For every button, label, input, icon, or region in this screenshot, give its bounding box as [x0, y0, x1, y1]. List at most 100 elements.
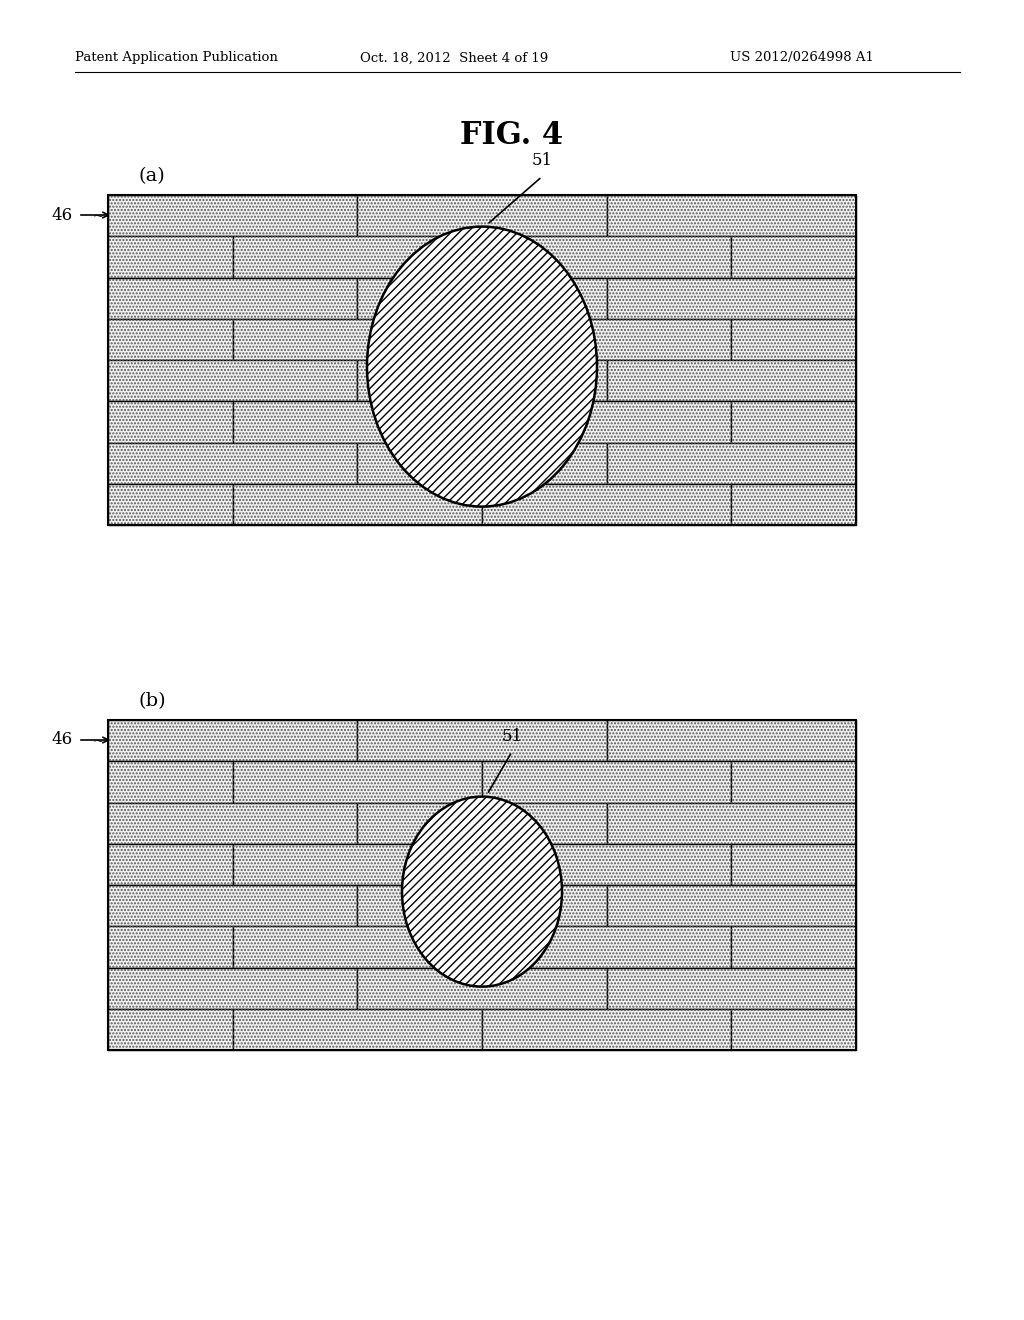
- Bar: [232, 236, 482, 277]
- Bar: [482, 843, 731, 884]
- Bar: [357, 803, 606, 843]
- Bar: [482, 843, 731, 884]
- Bar: [482, 236, 731, 277]
- Text: ~: ~: [92, 210, 103, 224]
- Bar: [232, 1008, 482, 1049]
- Bar: [606, 803, 856, 843]
- Bar: [357, 719, 606, 762]
- Bar: [731, 927, 856, 968]
- Bar: [357, 884, 606, 927]
- Bar: [731, 401, 856, 442]
- Bar: [108, 442, 357, 483]
- Bar: [606, 884, 856, 927]
- Bar: [606, 360, 856, 401]
- Bar: [482, 762, 731, 803]
- Text: 51: 51: [531, 152, 553, 169]
- Bar: [482, 401, 731, 442]
- Bar: [482, 1008, 731, 1049]
- Text: Patent Application Publication: Patent Application Publication: [75, 51, 278, 65]
- Bar: [232, 843, 482, 884]
- Bar: [108, 719, 357, 762]
- Text: 46: 46: [52, 206, 73, 223]
- Bar: [731, 483, 856, 525]
- Bar: [108, 401, 232, 442]
- Bar: [731, 318, 856, 360]
- Bar: [731, 1008, 856, 1049]
- Bar: [606, 277, 856, 318]
- Bar: [482, 1008, 731, 1049]
- Bar: [108, 442, 357, 483]
- Bar: [232, 401, 482, 442]
- Bar: [108, 719, 357, 762]
- Bar: [482, 762, 731, 803]
- Bar: [606, 968, 856, 1008]
- Text: 46: 46: [52, 731, 73, 748]
- Bar: [108, 1008, 232, 1049]
- Bar: [731, 762, 856, 803]
- Bar: [357, 277, 606, 318]
- Bar: [108, 277, 357, 318]
- Bar: [731, 843, 856, 884]
- Bar: [232, 762, 482, 803]
- Bar: [606, 803, 856, 843]
- Bar: [108, 483, 232, 525]
- Bar: [108, 360, 357, 401]
- Bar: [108, 803, 357, 843]
- Bar: [108, 884, 357, 927]
- Bar: [357, 360, 606, 401]
- Bar: [357, 968, 606, 1008]
- Bar: [232, 401, 482, 442]
- Text: (a): (a): [138, 168, 165, 185]
- Bar: [731, 318, 856, 360]
- Bar: [606, 719, 856, 762]
- Bar: [108, 195, 856, 525]
- Bar: [232, 927, 482, 968]
- Bar: [108, 927, 232, 968]
- Bar: [606, 360, 856, 401]
- Bar: [108, 968, 357, 1008]
- Bar: [232, 483, 482, 525]
- Bar: [108, 927, 232, 968]
- Bar: [108, 762, 232, 803]
- Bar: [232, 318, 482, 360]
- Bar: [108, 195, 357, 236]
- Bar: [357, 360, 606, 401]
- Bar: [357, 803, 606, 843]
- Bar: [108, 968, 357, 1008]
- Bar: [357, 884, 606, 927]
- Bar: [232, 483, 482, 525]
- Bar: [232, 236, 482, 277]
- Bar: [357, 277, 606, 318]
- Bar: [108, 884, 357, 927]
- Bar: [108, 318, 232, 360]
- Bar: [357, 195, 606, 236]
- Bar: [108, 236, 232, 277]
- Bar: [108, 1008, 232, 1049]
- Bar: [606, 277, 856, 318]
- Bar: [731, 762, 856, 803]
- Bar: [357, 719, 606, 762]
- Bar: [108, 277, 357, 318]
- Bar: [482, 927, 731, 968]
- Text: Oct. 18, 2012  Sheet 4 of 19: Oct. 18, 2012 Sheet 4 of 19: [360, 51, 548, 65]
- Bar: [731, 483, 856, 525]
- Bar: [108, 762, 232, 803]
- Bar: [606, 884, 856, 927]
- Bar: [108, 719, 856, 1049]
- Bar: [357, 442, 606, 483]
- Bar: [108, 195, 357, 236]
- Bar: [731, 1008, 856, 1049]
- Text: FIG. 4: FIG. 4: [461, 120, 563, 150]
- Bar: [108, 360, 357, 401]
- Ellipse shape: [367, 227, 597, 507]
- Bar: [482, 318, 731, 360]
- Bar: [482, 318, 731, 360]
- Bar: [232, 1008, 482, 1049]
- Bar: [108, 318, 232, 360]
- Bar: [482, 236, 731, 277]
- Bar: [731, 927, 856, 968]
- Bar: [232, 927, 482, 968]
- Bar: [108, 401, 232, 442]
- Bar: [731, 401, 856, 442]
- Bar: [357, 195, 606, 236]
